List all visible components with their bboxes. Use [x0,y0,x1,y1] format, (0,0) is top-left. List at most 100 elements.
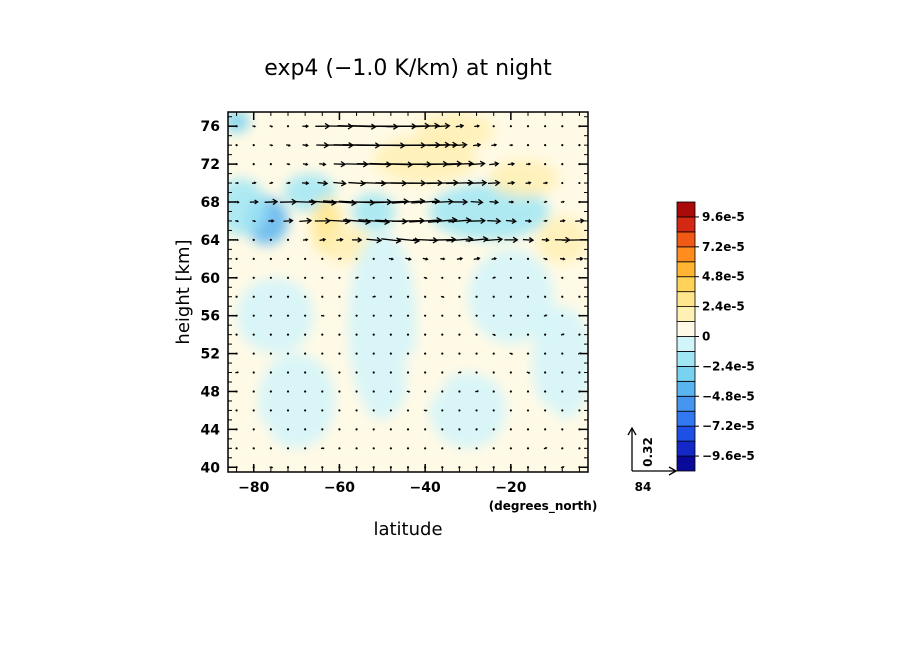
wind-vector [509,409,512,412]
y-tick-label: 72 [201,157,220,173]
wind-vector [304,352,307,355]
colorbar-bin [676,216,696,233]
wind-vector [235,257,238,260]
wind-vector [286,295,290,298]
wind-vector [338,295,341,298]
colorbar-bin [676,410,696,427]
field-patch [416,112,494,150]
wind-vector [389,428,392,431]
wind-vector [509,257,512,260]
wind-vector [578,390,581,393]
wind-vector [235,314,238,317]
wind-vector [286,333,290,336]
wind-vector [372,314,375,317]
axis-ticks [228,112,588,472]
wind-vector [509,125,512,128]
wind-vector [286,125,290,128]
colorbar-label: −4.8e-5 [702,389,755,403]
wind-vector [366,236,383,244]
wind-vector [372,409,375,412]
wind-vector [561,144,564,147]
wind-vector [526,125,530,128]
wind-vector [458,409,461,412]
wind-vector [304,295,307,298]
wind-vector [441,276,444,279]
wind-vector [489,161,500,167]
wind-vector [424,371,427,374]
wind-vector [355,257,358,260]
wind-vector [269,125,274,128]
y-tick-labels: 40 44 48 52 56 60 64 68 72 76 [201,119,221,476]
wind-vector [304,333,307,336]
wind-vector [509,390,512,393]
wind-vector [252,125,257,128]
wind-vector [456,256,464,261]
wind-vector [507,180,516,186]
wind-vector [321,257,324,260]
wind-vector [252,371,255,374]
wind-vector [561,314,564,317]
wind-vector [252,219,257,223]
wind-vector [544,333,547,336]
wind-vector [578,144,581,147]
wind-vector [422,257,429,261]
wind-vector [576,256,584,261]
wind-vector [423,276,428,280]
colorbar-bin [676,321,696,337]
wind-vector [578,409,581,412]
y-tick-label: 60 [201,271,221,287]
wind-vector [269,390,272,393]
wind-vector [286,257,290,260]
wind-vector [526,200,530,204]
colorbar-bin [676,306,696,322]
wind-vector [321,352,324,355]
wind-vector [252,314,255,317]
wind-vector [544,466,547,469]
wind-vector [440,295,445,299]
wind-vector [321,409,324,412]
colorbar-bin [676,351,696,367]
wind-vector [491,257,497,261]
wind-vector [252,144,255,147]
wind-vector [372,352,375,355]
wind-vector [543,257,548,261]
wind-vector [440,257,446,261]
colorbar-label: 4.8e-5 [702,270,745,284]
wind-vector [492,276,497,279]
wind-vector [424,447,427,450]
wind-vector [372,257,375,260]
wind-vector [338,352,341,355]
wind-vector [286,181,291,185]
wind-vector [560,200,565,204]
wind-vector [321,466,324,469]
wind-vector [338,409,341,412]
wind-vector [389,409,392,412]
wind-vector [286,409,290,412]
wind-vector [355,333,358,336]
wind-vector [561,125,564,128]
wind-vector [543,314,548,317]
y-axis-label: height [km] [173,239,194,344]
wind-vector [561,163,564,166]
wind-vector [475,276,478,279]
wind-vector [458,295,461,298]
wind-vector [424,390,427,393]
wind-vector [509,143,514,147]
wind-vector [561,276,564,279]
wind-vector [441,371,444,374]
wind-vector [406,447,410,450]
wind-vector [458,447,461,450]
colorbar-bin [676,231,696,248]
wind-vector [475,390,479,393]
wind-vector [423,409,428,412]
x-axis-label: latitude [373,519,442,540]
wind-vector [465,235,489,243]
wind-vector [526,447,530,450]
wind-vector [338,428,341,431]
wind-vector [355,447,358,450]
wind-vector [526,390,530,393]
x-tick-label: −40 [410,480,441,496]
wind-vector [348,180,366,187]
wind-vector [441,428,444,431]
wind-vector [355,276,359,279]
